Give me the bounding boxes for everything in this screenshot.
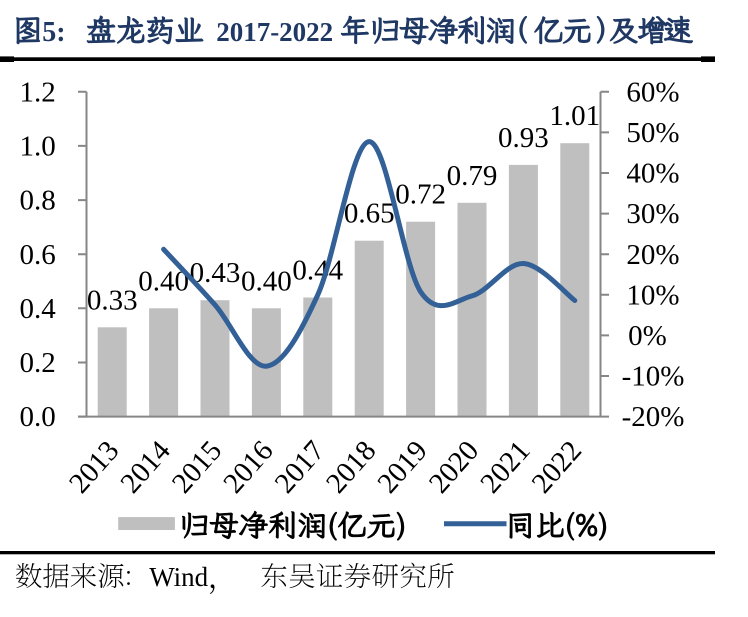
svg-text:0.4: 0.4 xyxy=(20,293,57,325)
svg-text:10%: 10% xyxy=(626,279,679,311)
svg-text:Wind: Wind xyxy=(149,562,208,592)
svg-text:0.72: 0.72 xyxy=(395,179,446,211)
svg-text:-10%: -10% xyxy=(622,361,685,393)
svg-text:40%: 40% xyxy=(626,158,679,190)
svg-text:60%: 60% xyxy=(626,76,679,108)
svg-text:0.93: 0.93 xyxy=(498,122,549,154)
svg-text:0.79: 0.79 xyxy=(447,160,498,192)
svg-text:2017-2022: 2017-2022 xyxy=(216,17,333,47)
svg-text:-20%: -20% xyxy=(622,401,685,433)
svg-text:0.33: 0.33 xyxy=(87,284,138,316)
svg-text:20%: 20% xyxy=(626,239,679,271)
svg-text:0%: 0% xyxy=(628,320,667,352)
svg-text:0.65: 0.65 xyxy=(344,198,395,230)
svg-text:0.44: 0.44 xyxy=(292,255,343,287)
svg-text:5:: 5: xyxy=(42,17,65,48)
svg-text:1.2: 1.2 xyxy=(20,76,56,108)
svg-text:0.8: 0.8 xyxy=(20,185,56,217)
svg-text:0.0: 0.0 xyxy=(20,401,56,433)
svg-text:1.0: 1.0 xyxy=(20,131,56,163)
svg-text:1.01: 1.01 xyxy=(549,100,600,132)
svg-text:0.40: 0.40 xyxy=(241,265,292,297)
svg-text:0.2: 0.2 xyxy=(20,347,56,379)
svg-text:0.6: 0.6 xyxy=(20,239,56,271)
svg-text:30%: 30% xyxy=(626,198,679,230)
svg-text:50%: 50% xyxy=(626,117,679,149)
